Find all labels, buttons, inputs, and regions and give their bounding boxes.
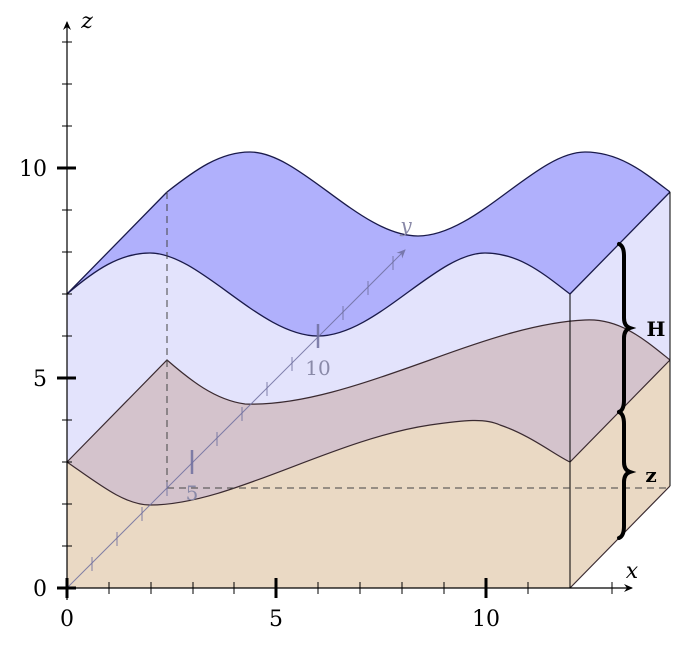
brace-label-H: H (647, 317, 666, 341)
top-surface (67, 152, 670, 336)
x-axis-label: x (626, 559, 639, 584)
z-axis-label: z (80, 9, 93, 34)
y-axis-label: y (399, 213, 412, 237)
middle-layer-top (67, 319, 670, 505)
y-tick-label-10: 10 (305, 356, 330, 380)
brace-H (617, 242, 637, 414)
z-tick-label-10: 10 (19, 157, 47, 182)
x-axis (57, 578, 633, 598)
hidden-edges (166, 192, 670, 489)
bottom-side-redraw (570, 360, 670, 588)
z-tick-label-0: 0 (33, 577, 47, 602)
box-edges (569, 192, 671, 588)
bottom-front-redraw (67, 420, 570, 588)
y-tick-label-5: 5 (186, 481, 199, 505)
x-tick-label-10: 10 (472, 607, 500, 632)
brace-z (617, 410, 637, 540)
z-tick-label-5: 5 (33, 367, 47, 392)
y-axis (66, 249, 406, 589)
x-tick-label-0: 0 (60, 607, 74, 632)
x-tick-label-5: 5 (269, 607, 283, 632)
brace-label-z: z (645, 463, 656, 487)
fluid-layer-back (67, 192, 670, 462)
